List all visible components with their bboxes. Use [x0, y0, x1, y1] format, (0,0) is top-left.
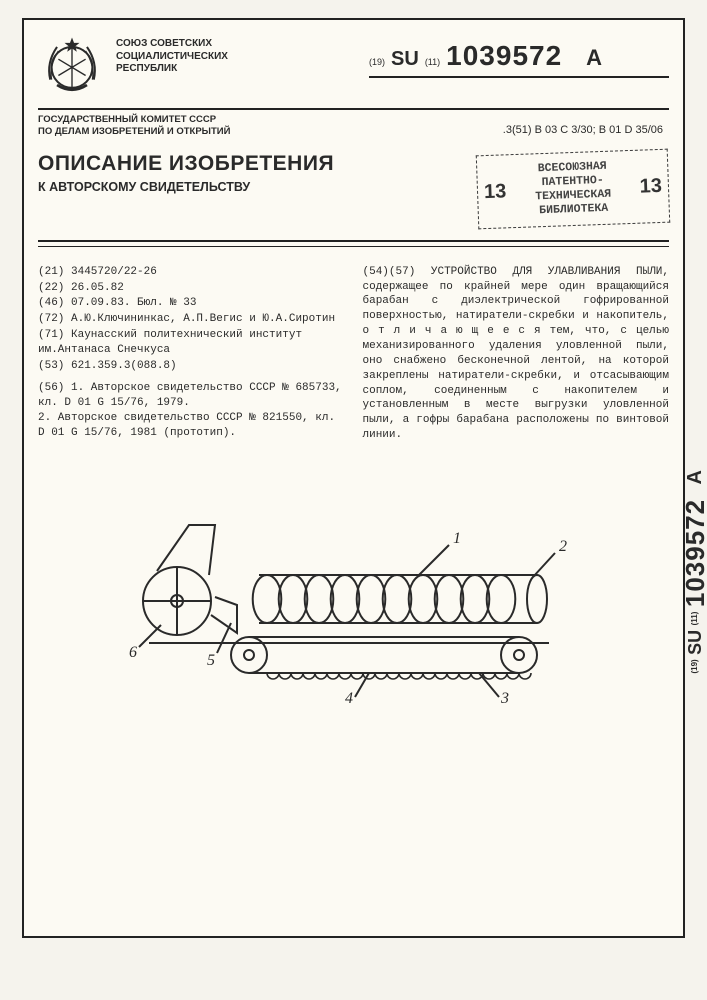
document-title: ОПИСАНИЕ ИЗОБРЕТЕНИЯ [38, 152, 463, 176]
field-53: (53) 621.359.3(088.8) [38, 359, 345, 374]
ipc-codes: B 03 C 3/30; B 01 D 35/06 [535, 124, 663, 136]
committee-name: ГОСУДАРСТВЕННЫЙ КОМИТЕТ СССР ПО ДЕЛАМ ИЗ… [38, 114, 288, 138]
left-column: (21) 3445720/22-26 (22) 26.05.82 (46) 07… [38, 265, 345, 443]
abstract-label: (54)(57) [363, 266, 416, 278]
ipc-prefix: .3(51) [503, 124, 532, 136]
callout-1: 1 [453, 530, 461, 547]
divider [38, 240, 669, 242]
content-columns: (21) 3445720/22-26 (22) 26.05.82 (46) 07… [38, 265, 669, 443]
ipc-classification: .3(51) B 03 C 3/30; B 01 D 35/06 [503, 124, 663, 136]
field-72: (72) А.Ю.Ключининкас, А.П.Вегис и Ю.А.Си… [38, 312, 345, 327]
stamp-number-right: 13 [639, 174, 662, 199]
field-71: (71) Каунасский политехнический институт… [38, 328, 345, 358]
abstract-body: содержащее по крайней мере один вращающи… [363, 281, 670, 441]
pub-suffix: A [586, 45, 602, 71]
union-title: СОЮЗ СОВЕТСКИХ СОЦИАЛИСТИЧЕСКИХ РЕСПУБЛИ… [116, 32, 246, 76]
country-code: SU [391, 48, 419, 71]
divider [38, 108, 669, 110]
field-21: (21) 3445720/22-26 [38, 265, 345, 280]
field-56-2: 2. Авторское свидетельство СССР № 821550… [38, 411, 345, 441]
title-left: ОПИСАНИЕ ИЗОБРЕТЕНИЯ К АВТОРСКОМУ СВИДЕТ… [38, 152, 463, 194]
title-band: ОПИСАНИЕ ИЗОБРЕТЕНИЯ К АВТОРСКОМУ СВИДЕТ… [38, 152, 669, 226]
side-publication-code: (19) SU (11) 1039572 A [680, 470, 707, 674]
stamp-number-left: 13 [484, 179, 507, 204]
header-row: СОЮЗ СОВЕТСКИХ СОЦИАЛИСТИЧЕСКИХ РЕСПУБЛИ… [38, 32, 669, 100]
device-drawing-icon: 1 2 3 4 5 6 [119, 505, 589, 705]
prefix-19: (19) [369, 57, 385, 67]
callout-5: 5 [207, 652, 215, 669]
field-56-1: (56) 1. Авторское свидетельство СССР № 6… [38, 381, 345, 411]
callout-6: 6 [129, 644, 137, 661]
field-46: (46) 07.09.83. Бюл. № 33 [38, 296, 345, 311]
page-frame: СОЮЗ СОВЕТСКИХ СОЦИАЛИСТИЧЕСКИХ РЕСПУБЛИ… [22, 18, 685, 938]
callout-2: 2 [559, 538, 567, 555]
divider [38, 246, 669, 247]
document-subtitle: К АВТОРСКОМУ СВИДЕТЕЛЬСТВУ [38, 180, 463, 194]
stamp-text: ВСЕСОЮЗНАЯ ПАТЕНТНО- ТЕХНИЧЕСКАЯ БИБЛИОТ… [534, 160, 612, 218]
abstract-title: УСТРОЙСТВО ДЛЯ УЛАВЛИВАНИЯ ПЫЛИ, [431, 266, 669, 278]
right-column: (54)(57) УСТРОЙСТВО ДЛЯ УЛАВЛИВАНИЯ ПЫЛИ… [363, 265, 670, 443]
ussr-emblem-icon [38, 32, 106, 100]
publication-number: (19) SU (11) 1039572 A [369, 32, 669, 78]
prefix-11: (11) [425, 57, 440, 67]
field-22: (22) 26.05.82 [38, 281, 345, 296]
figure: 1 2 3 4 5 6 [38, 505, 669, 705]
library-stamp: 13 ВСЕСОЮЗНАЯ ПАТЕНТНО- ТЕХНИЧЕСКАЯ БИБЛ… [476, 148, 670, 229]
callout-4: 4 [345, 690, 353, 705]
callout-3: 3 [500, 690, 509, 705]
pub-number: 1039572 [446, 40, 562, 72]
